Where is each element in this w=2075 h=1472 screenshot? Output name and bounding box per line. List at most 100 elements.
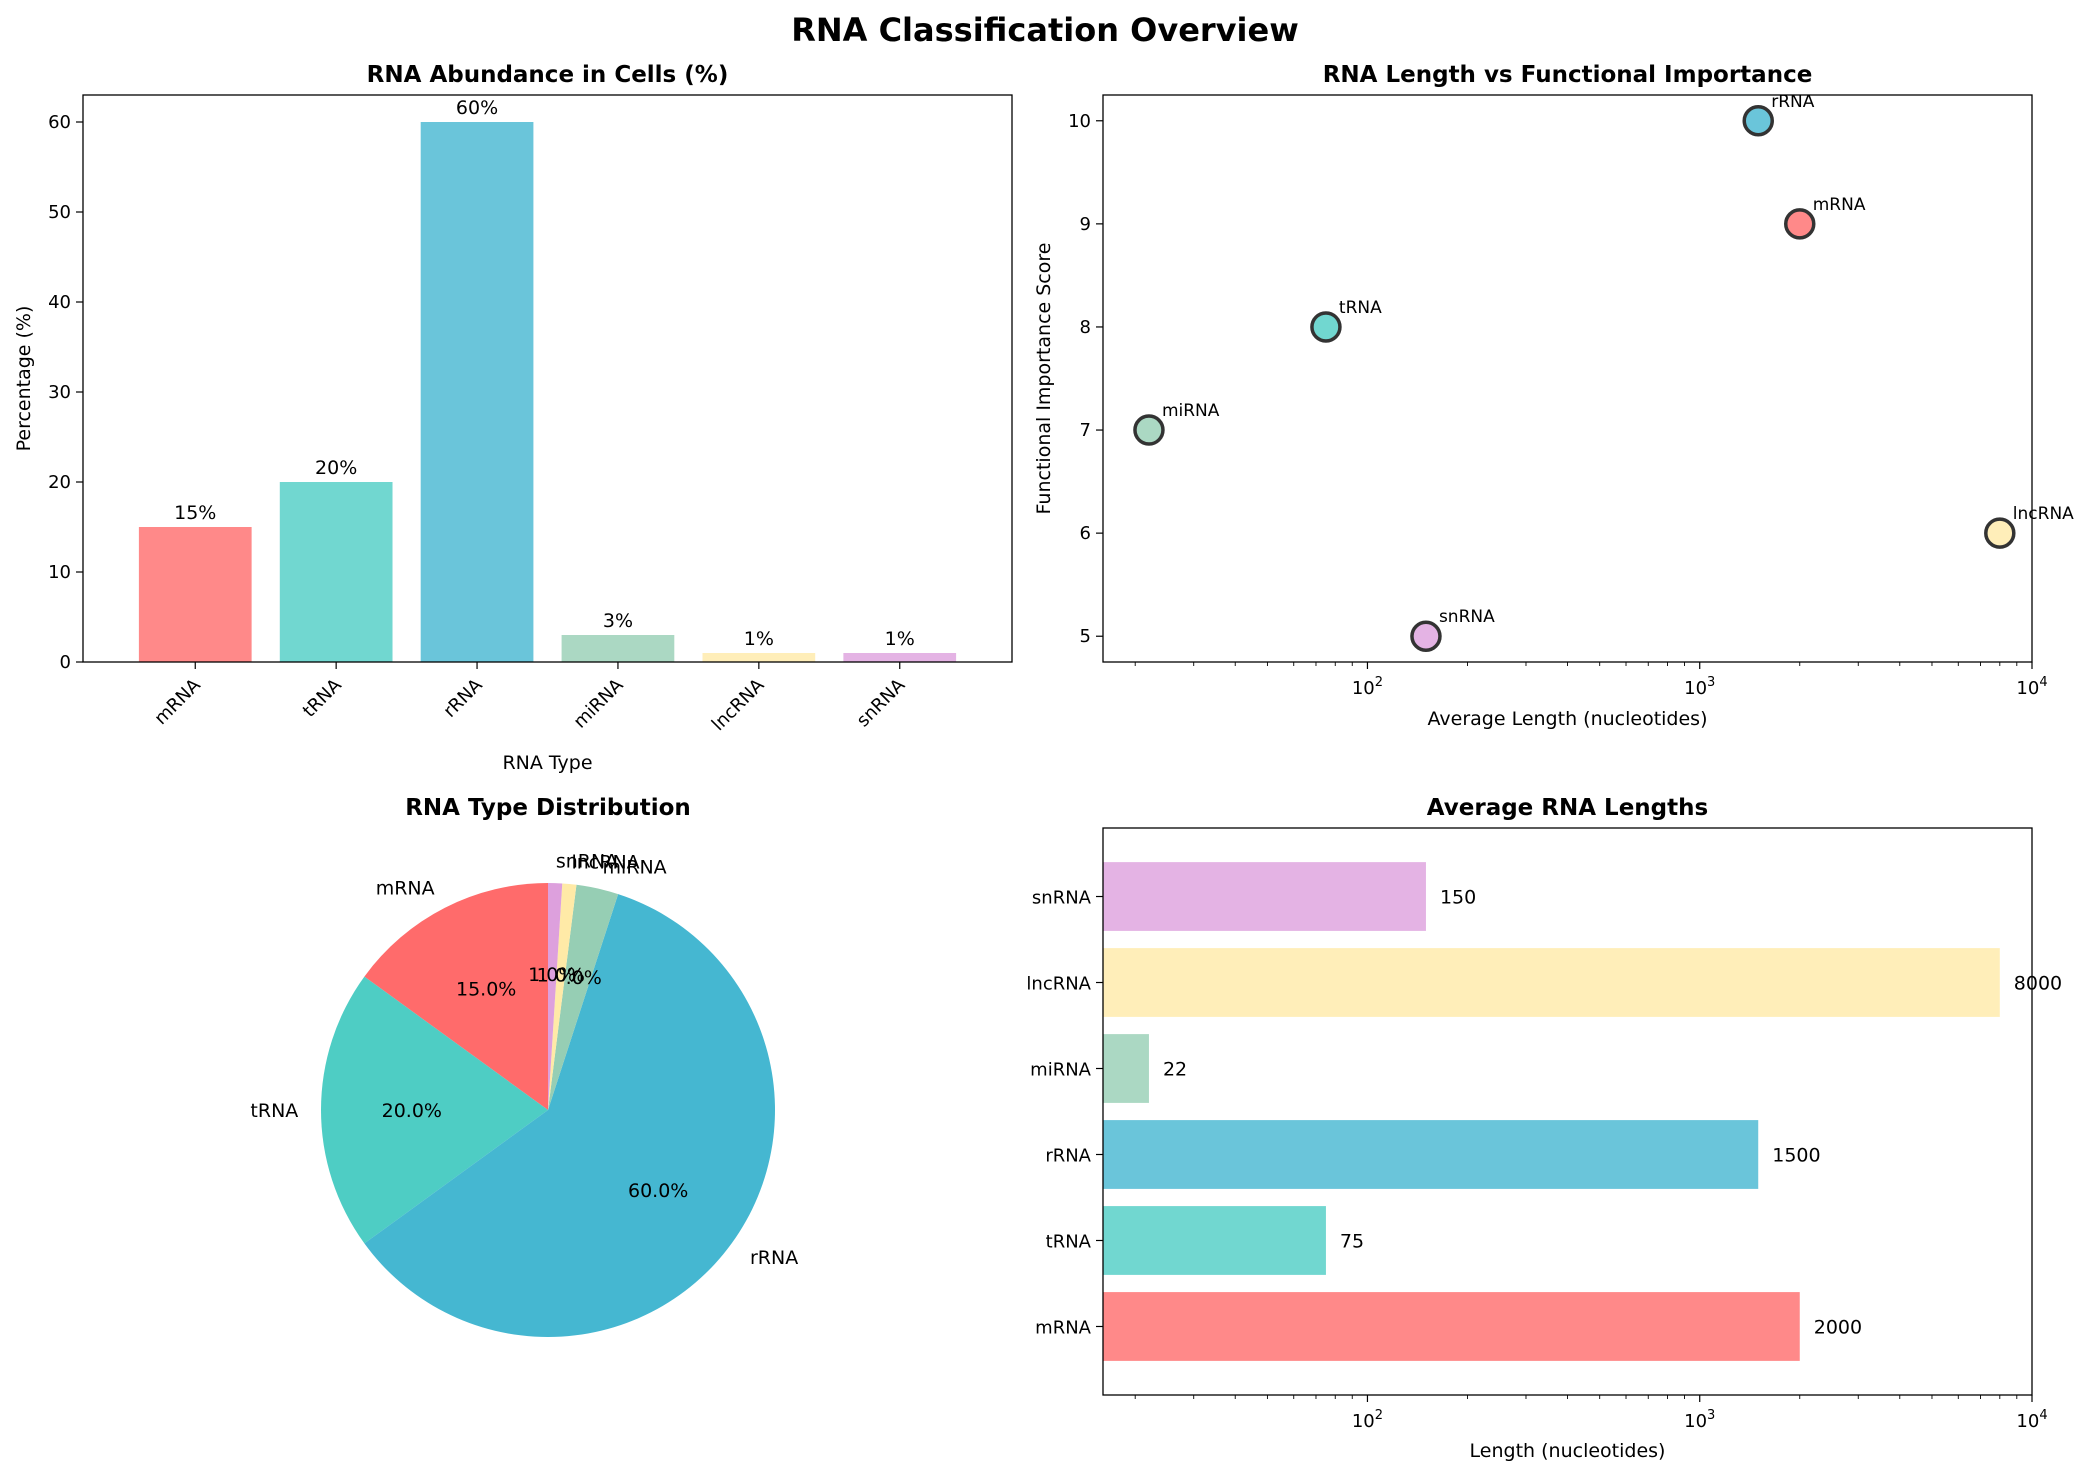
point-label-snRNA: snRNA xyxy=(1439,607,1495,627)
plot-frame xyxy=(1102,94,2033,663)
x-axis-label: RNA Type xyxy=(502,752,592,774)
value-label-lncRNA: 1% xyxy=(744,628,774,650)
y-tick-label: 6 xyxy=(1080,523,1091,544)
y-tick-label-lncRNA: lncRNA xyxy=(1026,974,1091,995)
x-tick-label-miRNA: miRNA xyxy=(570,674,628,732)
y-tick-label: 40 xyxy=(48,292,71,313)
chart-title: RNA Abundance in Cells (%) xyxy=(367,62,729,88)
value-label-rRNA: 60% xyxy=(456,97,498,119)
x-tick-label-mRNA: mRNA xyxy=(150,674,205,729)
distribution-pie-chart: RNA Type Distribution mRNA 15.0% tRNA 20.0% r… xyxy=(250,795,798,1337)
y-tick-label: 8 xyxy=(1080,317,1091,338)
x-tick-label-rRNA: rRNA xyxy=(439,674,487,722)
slice-pct-tRNA: 20.0% xyxy=(382,1100,442,1122)
length-importance-scatter-chart: RNA Length vs Functional Importance mRNA t… xyxy=(1033,62,2074,730)
slice-label-tRNA: tRNA xyxy=(250,1100,298,1122)
y-tick-label-tRNA: tRNA xyxy=(1046,1231,1092,1252)
x-tick-label: 103 xyxy=(1684,1408,1715,1432)
y-tick-label: 9 xyxy=(1080,214,1091,235)
point-label-tRNA: tRNA xyxy=(1339,298,1382,318)
y-tick-label: 10 xyxy=(48,562,71,583)
y-tick-label-snRNA: snRNA xyxy=(1032,888,1092,909)
slice-rRNA xyxy=(364,894,775,1337)
bar-rRNA xyxy=(420,122,534,662)
slice-label-miRNA: miRNA xyxy=(602,856,666,878)
bar-miRNA xyxy=(1103,1034,1149,1103)
point-snRNA xyxy=(1410,620,1442,652)
plot-frame xyxy=(1102,827,2033,1396)
point-label-miRNA: miRNA xyxy=(1162,401,1220,421)
slice-label-lncRNA: lncRNA xyxy=(571,851,639,873)
y-axis-label: Functional Importance Score xyxy=(1033,243,1055,515)
x-tick-label-snRNA: snRNA xyxy=(853,674,910,731)
bar-miRNA xyxy=(561,635,675,662)
value-label-rRNA: 1500 xyxy=(1772,1144,1820,1166)
x-tick-label: 102 xyxy=(1352,1408,1383,1432)
y-tick-label-mRNA: mRNA xyxy=(1035,1317,1092,1338)
x-tick-label: 104 xyxy=(2016,1408,2047,1432)
value-label-snRNA: 1% xyxy=(885,628,915,650)
y-tick-label: 60 xyxy=(48,112,71,133)
point-lncRNA xyxy=(1984,517,2016,549)
slice-lncRNA xyxy=(548,883,577,1110)
chart-title: RNA Length vs Functional Importance xyxy=(1323,62,1813,88)
value-label-mRNA: 15% xyxy=(174,502,216,524)
slice-mRNA xyxy=(364,883,548,1110)
x-tick-label: 102 xyxy=(1352,675,1383,699)
value-label-tRNA: 20% xyxy=(315,457,357,479)
bar-mRNA xyxy=(138,527,252,662)
bar-snRNA xyxy=(1103,862,1426,931)
point-label-lncRNA: lncRNA xyxy=(2013,504,2074,524)
slice-label-snRNA: snRNA xyxy=(556,850,618,872)
value-label-lncRNA: 8000 xyxy=(2014,973,2062,995)
bar-mRNA xyxy=(1103,1292,1800,1361)
y-tick-label: 7 xyxy=(1080,420,1091,441)
y-tick-label: 0 xyxy=(60,652,71,673)
plot-frame xyxy=(82,94,1013,663)
bar-lncRNA xyxy=(1103,948,2000,1017)
x-tick-label: 104 xyxy=(2016,675,2047,699)
slice-pct-snRNA: 1.0% xyxy=(528,964,576,986)
point-label-mRNA: mRNA xyxy=(1813,195,1866,215)
bar-rRNA xyxy=(1103,1120,1759,1189)
chart-title: Average RNA Lengths xyxy=(1427,795,1708,821)
lengths-barh-chart: Average RNA Lengths 2000 mRNA 75 tRNA 1500 rRN… xyxy=(1026,795,2062,1462)
bar-snRNA xyxy=(843,653,957,662)
x-tick-label-lncRNA: lncRNA xyxy=(708,674,769,735)
slice-label-mRNA: mRNA xyxy=(376,878,435,900)
x-axis-label: Average Length (nucleotides) xyxy=(1428,708,1708,730)
bar-lncRNA xyxy=(702,653,816,662)
chart-title: RNA Type Distribution xyxy=(405,795,691,821)
slice-pct-miRNA: 3.0% xyxy=(554,967,602,989)
y-axis-label: Percentage (%) xyxy=(13,306,35,452)
y-tick-label: 30 xyxy=(48,382,71,403)
y-tick-label: 5 xyxy=(1080,626,1091,647)
bar-tRNA xyxy=(279,482,393,662)
y-tick-label-miRNA: miRNA xyxy=(1030,1060,1092,1081)
abundance-bar-chart: RNA Abundance in Cells (%) 15% mRNA 20% tRNA… xyxy=(13,62,1013,774)
y-tick-label-rRNA: rRNA xyxy=(1045,1145,1091,1166)
value-label-miRNA: 3% xyxy=(603,610,633,632)
slice-tRNA xyxy=(321,976,548,1244)
value-label-mRNA: 2000 xyxy=(1814,1316,1862,1338)
point-miRNA xyxy=(1133,414,1165,446)
slice-label-rRNA: rRNA xyxy=(750,1247,798,1269)
value-label-miRNA: 22 xyxy=(1163,1059,1187,1081)
y-tick-label: 20 xyxy=(48,472,71,493)
figure-title: RNA Classification Overview xyxy=(791,11,1299,49)
bar-tRNA xyxy=(1103,1206,1326,1275)
slice-snRNA xyxy=(548,883,563,1110)
slice-pct-mRNA: 15.0% xyxy=(456,979,516,1001)
slice-pct-rRNA: 60.0% xyxy=(628,1180,688,1202)
y-tick-label: 10 xyxy=(1068,111,1091,132)
slice-miRNA xyxy=(548,884,619,1110)
point-mRNA xyxy=(1784,208,1816,240)
y-tick-label: 50 xyxy=(48,202,71,223)
value-label-snRNA: 150 xyxy=(1440,887,1476,909)
x-axis-label: Length (nucleotides) xyxy=(1470,1440,1666,1462)
value-label-tRNA: 75 xyxy=(1340,1230,1364,1252)
point-label-rRNA: rRNA xyxy=(1771,92,1815,112)
point-tRNA xyxy=(1310,311,1342,343)
point-rRNA xyxy=(1742,105,1774,137)
